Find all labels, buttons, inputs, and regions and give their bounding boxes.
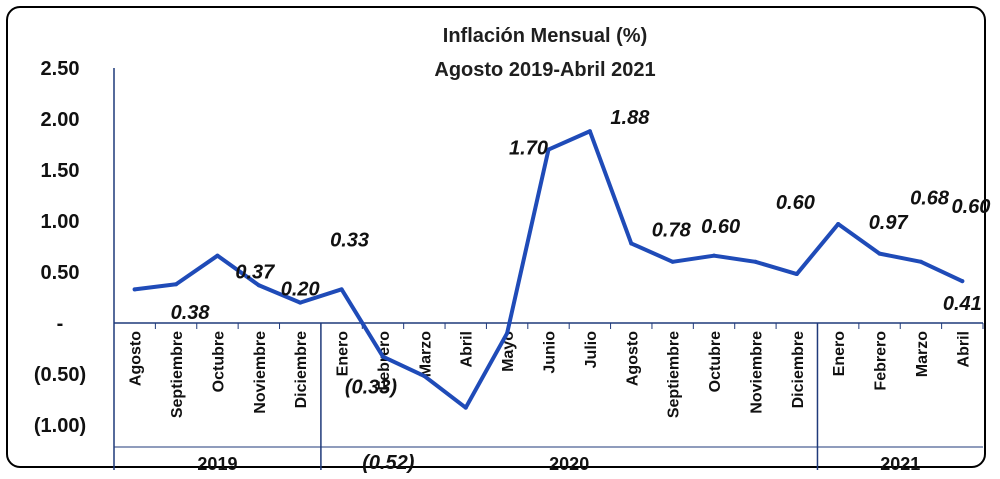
data-point	[422, 374, 427, 379]
x-tick-label: Julio	[583, 331, 600, 369]
x-tick-label: Marzo	[914, 331, 931, 377]
year-label: 2019	[197, 454, 237, 474]
data-point	[670, 259, 675, 264]
data-point	[587, 129, 592, 134]
x-tick-label: Diciembre	[790, 331, 807, 408]
x-tick-label: Diciembre	[293, 331, 310, 408]
data-label: 0.37	[235, 261, 275, 283]
data-label: 0.78	[652, 219, 692, 241]
data-label: 0.33	[330, 229, 369, 251]
data-point	[132, 287, 137, 292]
data-label: 0.60	[776, 192, 815, 214]
data-label: 0.60	[951, 196, 990, 218]
x-tick-label: Noviembre	[748, 331, 765, 414]
data-point	[505, 331, 510, 336]
data-point	[877, 251, 882, 256]
y-tick-label: 1.50	[41, 160, 80, 182]
data-point	[629, 241, 634, 246]
x-tick-label: Mayo	[500, 331, 517, 372]
x-tick-label: Marzo	[417, 331, 434, 377]
data-label: 1.70	[509, 138, 548, 160]
data-point	[753, 259, 758, 264]
data-point	[215, 253, 220, 258]
y-tick-label: 0.50	[41, 262, 80, 284]
x-tick-label: Agosto	[624, 331, 641, 386]
data-point	[546, 147, 551, 152]
x-tick-label: Noviembre	[252, 331, 269, 414]
data-label: (0.52)	[362, 452, 415, 474]
data-label: 0.20	[281, 279, 320, 301]
data-point	[712, 253, 717, 258]
data-label: 0.60	[701, 216, 740, 238]
x-tick-label: Abril	[459, 331, 476, 367]
data-point	[339, 287, 344, 292]
data-point	[174, 282, 179, 287]
y-tick-label: (1.00)	[34, 415, 86, 437]
x-tick-label: Octubre	[210, 331, 227, 392]
y-tick-label: 2.00	[41, 109, 80, 131]
year-label: 2020	[549, 454, 589, 474]
chart-title: Inflación Mensual (%)	[443, 25, 647, 47]
x-tick-label: Enero	[831, 331, 848, 377]
data-point	[256, 283, 261, 288]
data-point	[836, 222, 841, 227]
year-label: 2021	[880, 454, 920, 474]
data-label: (0.33)	[345, 377, 398, 399]
y-tick-label: 2.50	[41, 58, 80, 80]
y-tick-label: (0.50)	[34, 364, 86, 386]
x-tick-label: Enero	[335, 331, 352, 377]
data-point	[918, 259, 923, 264]
data-point	[380, 354, 385, 359]
x-tick-label: Septiembre	[169, 331, 186, 418]
chart-frame	[6, 6, 986, 468]
data-label: 1.88	[610, 107, 650, 129]
data-label: 0.97	[869, 212, 909, 234]
x-tick-label: Septiembre	[666, 331, 683, 418]
y-tick-label: -	[57, 313, 64, 335]
data-point	[794, 272, 799, 277]
data-label: 0.68	[910, 188, 950, 210]
x-tick-label: Octubre	[707, 331, 724, 392]
data-point	[960, 279, 965, 284]
data-point	[463, 405, 468, 410]
x-tick-label: Abril	[955, 331, 972, 367]
x-tick-label: Febrero	[873, 331, 890, 391]
x-tick-label: Junio	[542, 331, 559, 374]
data-label: 0.41	[943, 293, 982, 315]
data-point	[298, 300, 303, 305]
data-label: 0.38	[171, 302, 211, 324]
y-tick-label: 1.00	[41, 211, 80, 233]
chart-subtitle: Agosto 2019-Abril 2021	[434, 59, 655, 81]
x-tick-label: Agosto	[128, 331, 145, 386]
x-tick-label: Febrero	[376, 331, 393, 391]
